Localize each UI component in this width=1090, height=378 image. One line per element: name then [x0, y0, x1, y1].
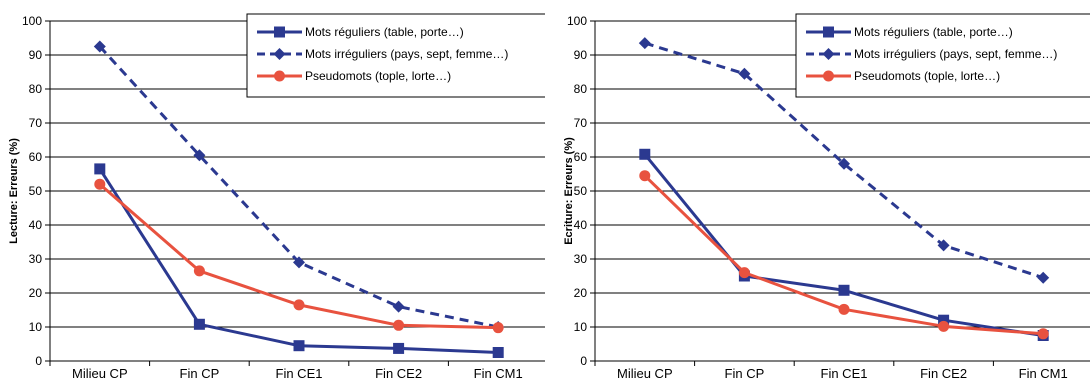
- legend-label: Mots réguliers (table, porte…): [305, 25, 464, 39]
- data-point-diamond: [273, 48, 286, 60]
- legend-label: Pseudomots (tople, lorte…): [305, 69, 451, 83]
- data-point-diamond: [293, 256, 305, 269]
- data-point-circle: [823, 70, 834, 82]
- data-point-square: [823, 26, 834, 38]
- data-point-diamond: [822, 48, 835, 60]
- data-point-diamond: [738, 67, 751, 80]
- data-point-square: [293, 340, 305, 352]
- series-0: [94, 163, 504, 358]
- y-tick-label: 20: [574, 286, 588, 300]
- data-point-circle: [639, 170, 651, 182]
- x-tick-label: Fin CM1: [474, 366, 523, 378]
- legend-label: Mots irréguliers (pays, sept, femme…): [854, 47, 1057, 61]
- data-point-circle: [94, 178, 106, 190]
- y-axis-label: Lecture: Erreurs (%): [8, 138, 20, 244]
- chart-lecture: 0 10 20 30 40 50 60 70 80 90 100 Milieu CP Fin CP Fin…: [8, 13, 545, 378]
- data-point-circle: [274, 70, 285, 82]
- data-point-diamond: [193, 149, 206, 162]
- data-point-diamond: [937, 239, 950, 252]
- series-1: [638, 37, 1050, 284]
- data-point-circle: [938, 320, 950, 332]
- data-point-diamond: [93, 40, 106, 53]
- data-point-square: [274, 26, 285, 38]
- data-point-square: [193, 318, 205, 330]
- y-tick-label: 50: [574, 184, 588, 198]
- data-point-circle: [838, 303, 850, 315]
- legend: Mots réguliers (table, porte…) Mots irrég…: [795, 13, 1090, 98]
- y-tick-label: 40: [574, 218, 588, 232]
- data-point-square: [639, 148, 651, 160]
- legend-label: Pseudomots (tople, lorte…): [854, 69, 1000, 83]
- y-tick-label: 60: [29, 150, 43, 164]
- data-point-square: [838, 284, 850, 296]
- data-point-square: [393, 342, 405, 354]
- y-tick-label: 0: [580, 354, 587, 368]
- data-point-diamond: [392, 300, 405, 313]
- data-point-circle: [492, 322, 504, 334]
- series-2: [94, 178, 504, 334]
- y-tick-label: 60: [574, 150, 588, 164]
- data-point-circle: [738, 267, 750, 279]
- legend-label: Mots irréguliers (pays, sept, femme…): [305, 47, 508, 61]
- y-tick-label: 100: [567, 14, 587, 28]
- data-point-circle: [293, 299, 305, 311]
- data-point-diamond: [638, 37, 651, 50]
- x-tick-label: Fin CE2: [920, 366, 967, 378]
- chart-ecriture: 0 10 20 30 40 50 60 70 80 90 100 Milieu CP Fin CP Fin…: [563, 13, 1090, 378]
- y-tick-label: 90: [29, 48, 43, 62]
- y-tick-label: 0: [35, 354, 42, 368]
- data-point-square: [492, 347, 504, 358]
- y-tick-label: 30: [29, 252, 43, 266]
- y-tick-label: 40: [29, 218, 43, 232]
- y-tick-label: 90: [574, 48, 588, 62]
- x-tick-label: Milieu CP: [72, 366, 128, 378]
- x-tick-label: Fin CE1: [276, 366, 323, 378]
- data-point-square: [938, 314, 950, 326]
- data-point-square: [94, 163, 106, 175]
- y-tick-label: 70: [574, 116, 588, 130]
- x-tick-label: Milieu CP: [617, 366, 673, 378]
- data-point-diamond: [838, 157, 850, 170]
- x-tick-label: Fin CE2: [375, 366, 422, 378]
- x-tick-label: Fin CM1: [1019, 366, 1068, 378]
- y-axis-label: Ecriture: Erreurs (%): [563, 137, 575, 245]
- data-point-circle: [193, 265, 205, 277]
- y-tick-label: 20: [29, 286, 43, 300]
- x-tick-label: Fin CP: [725, 366, 765, 378]
- y-tick-label: 100: [22, 14, 42, 28]
- y-tick-label: 30: [574, 252, 588, 266]
- series-2: [639, 170, 1049, 340]
- y-tick-label: 70: [29, 116, 43, 130]
- legend: Mots réguliers (table, porte…) Mots irrég…: [246, 13, 545, 98]
- data-point-circle: [1037, 328, 1049, 340]
- y-tick-label: 10: [29, 320, 43, 334]
- data-point-diamond: [1037, 271, 1050, 284]
- x-tick-label: Fin CP: [180, 366, 220, 378]
- legend-label: Mots réguliers (table, porte…): [854, 25, 1013, 39]
- y-tick-label: 80: [574, 82, 588, 96]
- y-tick-label: 10: [574, 320, 588, 334]
- y-tick-label: 80: [29, 82, 43, 96]
- data-point-circle: [393, 319, 405, 331]
- y-tick-label: 50: [29, 184, 43, 198]
- x-tick-label: Fin CE1: [821, 366, 868, 378]
